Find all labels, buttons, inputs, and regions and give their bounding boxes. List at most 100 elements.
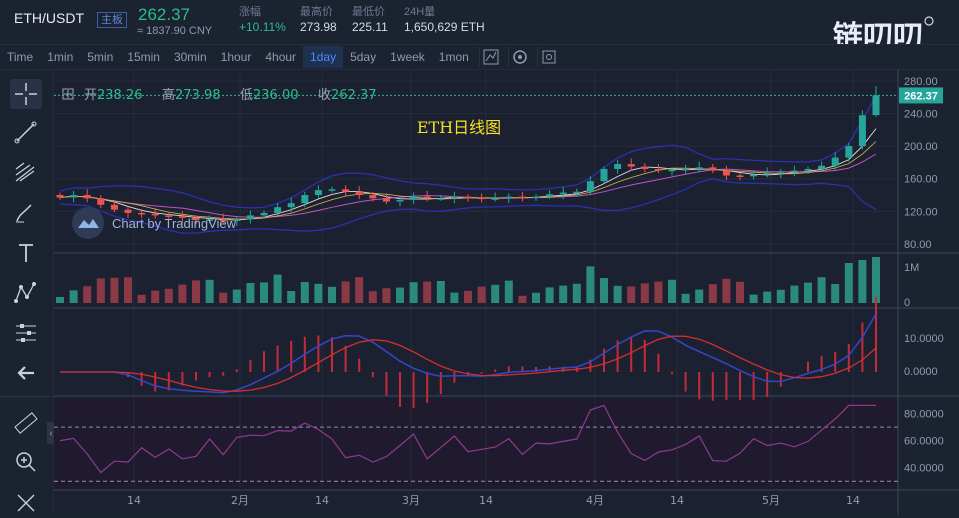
collapse-toolbar-button[interactable]: ‹	[47, 422, 55, 444]
change-value: +10.11%	[239, 20, 286, 34]
candle-body	[396, 199, 404, 202]
legend-toggle-icon[interactable]	[62, 88, 74, 100]
candle	[831, 151, 839, 171]
candle	[559, 186, 567, 200]
candle	[287, 197, 295, 213]
volume-bar	[817, 277, 826, 303]
legend-high-label: 高	[162, 87, 175, 103]
candle	[56, 192, 64, 200]
chart-title: ETH日线图	[417, 118, 501, 137]
trendline-icon[interactable]	[10, 118, 42, 148]
timeframe-5day[interactable]: 5day	[350, 50, 377, 64]
candle	[586, 176, 594, 196]
timeframe-1min[interactable]: 1min	[47, 50, 74, 64]
screenshot-icon[interactable]	[536, 47, 560, 67]
candle	[396, 197, 404, 207]
pair-name[interactable]: ETH/USDT	[14, 10, 84, 26]
settings-icon[interactable]	[507, 47, 531, 67]
candle	[763, 167, 771, 178]
timeframe-1day[interactable]: 1day	[303, 46, 344, 68]
candle	[165, 212, 173, 219]
candle-body	[450, 196, 458, 199]
timeframe-1hour[interactable]: 1hour	[220, 50, 252, 64]
candle	[206, 215, 214, 224]
timeframe-15min[interactable]: 15min	[127, 50, 160, 64]
high-value: 273.98	[300, 20, 337, 34]
candle	[450, 191, 458, 204]
candle-body	[858, 115, 866, 147]
crosshair-icon[interactable]	[10, 79, 42, 109]
candle	[246, 210, 254, 224]
candle	[83, 189, 91, 203]
candle	[437, 195, 445, 201]
high-block: 最高价 273.98	[300, 5, 337, 35]
macd-tick-label: 10.0000	[904, 333, 944, 345]
candle	[97, 195, 105, 209]
price-tick-label: 280.00	[904, 76, 938, 88]
volume-bar	[627, 286, 636, 303]
volume-bar	[96, 278, 105, 303]
timeframe-1mon[interactable]: 1mon	[438, 50, 469, 64]
volume-bar	[708, 284, 717, 303]
indicator-icon[interactable]	[478, 47, 502, 67]
candle	[505, 193, 513, 204]
timeframe-5min[interactable]: 5min	[87, 50, 114, 64]
volume-bar	[477, 286, 486, 303]
volume-bar	[178, 284, 187, 303]
volume-bar	[436, 281, 445, 303]
candle-body	[246, 215, 254, 220]
candle	[532, 194, 540, 201]
candle	[790, 165, 798, 177]
pattern-icon[interactable]	[10, 278, 42, 308]
volume-bar	[382, 288, 391, 303]
candle-body	[464, 196, 472, 199]
candle-body	[287, 203, 295, 208]
chart-area[interactable]: 262.37 80.00 120.00 160.00 200.00 240.00 280.0…	[54, 70, 959, 515]
candle-body	[56, 195, 64, 198]
brush-icon[interactable]	[10, 198, 42, 228]
candle	[233, 216, 241, 226]
measure-icon[interactable]	[10, 318, 42, 348]
legend-open-label: 开	[84, 88, 97, 103]
eye-off-icon[interactable]	[10, 488, 42, 518]
candle	[546, 190, 554, 200]
candle-body	[491, 198, 499, 200]
text-icon[interactable]	[10, 238, 42, 268]
volume-bar	[246, 283, 255, 303]
volume-bar	[232, 289, 241, 303]
candle	[641, 163, 649, 173]
change-block: 涨幅 +10.11%	[239, 5, 286, 35]
candle-body	[641, 166, 649, 169]
zoom-in-icon[interactable]	[10, 447, 42, 477]
timeframe-time[interactable]: Time	[7, 50, 34, 64]
candle-body	[722, 170, 730, 176]
candle	[722, 165, 730, 181]
tradingview-attribution[interactable]: Chart by TradingView	[72, 207, 237, 239]
candle	[573, 188, 581, 197]
volume-bar	[83, 286, 92, 303]
volume-bar	[56, 297, 64, 303]
candle	[110, 199, 118, 213]
candle	[328, 186, 336, 193]
ruler-icon[interactable]	[10, 408, 42, 438]
volume-bar	[613, 285, 622, 303]
volume-bar	[450, 292, 459, 303]
candle	[682, 164, 690, 174]
timeframe-1week[interactable]: 1week	[390, 50, 425, 64]
volume-label: 24H量	[404, 6, 436, 18]
volume-bar	[423, 281, 432, 303]
candle	[423, 190, 431, 202]
candle	[219, 213, 227, 224]
arrow-left-icon[interactable]	[10, 358, 42, 388]
candle	[192, 215, 200, 225]
time-tick-label: 3月	[402, 494, 420, 507]
candle-body	[110, 204, 118, 210]
legend-low: 236.00	[253, 88, 299, 103]
fib-icon[interactable]	[10, 158, 42, 188]
timeframe-toolbar: Time 1min 5min 15min 30min 1hour 4hour 1day 5day…	[0, 44, 959, 70]
timeframe-30min[interactable]: 30min	[173, 50, 207, 64]
time-tick-label: 14	[670, 494, 684, 507]
timeframe-4hour[interactable]: 4hour	[265, 50, 297, 64]
volume-bar	[586, 266, 595, 303]
volume-bar	[260, 282, 268, 303]
